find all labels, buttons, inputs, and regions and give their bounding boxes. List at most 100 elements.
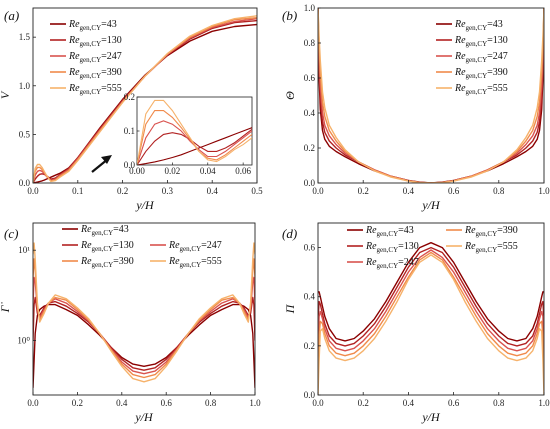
legend-subscript: gen,CY (92, 229, 114, 237)
legend-value: =390 (497, 225, 518, 236)
inset-arrow-head (101, 155, 112, 164)
panel-a-series-555 (33, 15, 257, 183)
panel-c-ticks: 0.0 0.2 0.4 0.6 0.8 1.0 10⁰ 10¹ (17, 245, 261, 408)
x-axis-label-b: y/H (421, 198, 441, 212)
legend-value: =130 (101, 35, 122, 46)
panel-label-c: (c) (4, 226, 18, 241)
legend-label-247: Regen,CY=247 (68, 51, 122, 64)
panel-a-xtick-label: 0.0 (27, 186, 39, 196)
legend-value: =247 (101, 51, 122, 62)
legend-subscript: gen,CY (466, 40, 488, 48)
legend-label-390: Regen,CY=390 (464, 225, 518, 238)
panel-d-xtick-label: 0.8 (493, 398, 505, 408)
inset-frame (136, 96, 253, 166)
panel-c-xtick-label: 0.2 (72, 398, 83, 408)
panel-c-xtick-label: 1.0 (249, 398, 261, 408)
panel-c-xtick-label: 0.0 (27, 398, 39, 408)
panel-d-series-247 (318, 249, 544, 359)
inset-ytick-label: 0.2 (124, 92, 135, 102)
panel-b-ytick-label: 0.0 (304, 178, 316, 188)
axes-frame-c (32, 222, 256, 396)
panel-d-series-390 (318, 251, 544, 383)
legend-prefix: Re (365, 257, 377, 268)
legend-label-247: Regen,CY=247 (168, 240, 222, 253)
panel-a-xtick-label: 0.2 (117, 186, 128, 196)
legend-label-130: Regen,CY=130 (80, 240, 134, 253)
panel-b-ytick-label: 1.0 (304, 3, 316, 13)
y-axis-label-a: V (0, 90, 12, 99)
inset-xtick-label: 0.06 (235, 166, 251, 176)
legend-label-130: Regen,CY=130 (365, 241, 419, 254)
panel-b-series-247 (318, 8, 544, 183)
panel-a-ytick-label: 0.5 (19, 129, 31, 139)
panel-b-series-390 (318, 8, 544, 183)
panel-b-ytick-label: 0.4 (304, 108, 316, 118)
panel-d-ytick-label: 0.0 (304, 390, 316, 400)
legend-prefix: Re (454, 67, 466, 78)
panel-d-xtick-label: 0.4 (403, 398, 415, 408)
panel-a-ytick-label: 1.0 (19, 81, 31, 91)
legend-a: Regen,CY=43Regen,CY=130Regen,CY=247Regen… (50, 19, 122, 96)
panel-d-xtick-label: 0.2 (358, 398, 369, 408)
inset-panel: 0.00 0.02 0.04 0.06 0.0 0.1 0.2 (124, 92, 253, 176)
legend-value: =555 (487, 83, 508, 94)
panel-b-ytick-label: 0.2 (304, 143, 315, 153)
legend-label-390: Regen,CY=390 (454, 67, 508, 80)
panel-c-xtick-label: 0.8 (205, 398, 217, 408)
panel-d-xtick-label: 0.6 (448, 398, 460, 408)
legend-prefix: Re (454, 83, 466, 94)
panel-b-ytick-label: 0.8 (304, 38, 316, 48)
panel-d: (d) y/H Π (282, 226, 544, 424)
legend-label-43: Regen,CY=43 (454, 19, 503, 32)
panel-b-xtick-label: 0.0 (312, 186, 324, 196)
legend-prefix: Re (68, 19, 80, 30)
legend-label-247: Regen,CY=247 (365, 257, 419, 270)
series-group-a (33, 15, 257, 183)
legend-prefix: Re (454, 19, 466, 30)
panel-d-ytick-label: 0.4 (304, 292, 316, 302)
legend-value: =130 (487, 35, 508, 46)
legend-value: =247 (398, 257, 419, 268)
legend-prefix: Re (80, 224, 92, 235)
legend-prefix: Re (68, 67, 80, 78)
legend-label-247: Regen,CY=247 (454, 51, 508, 64)
legend-subscript: gen,CY (92, 245, 114, 253)
axes-frame-d (317, 222, 545, 396)
legend-subscript: gen,CY (377, 246, 399, 254)
panel-a-xtick-label: 0.4 (207, 186, 219, 196)
panel-b-xtick-label: 1.0 (538, 186, 550, 196)
legend-value: =555 (101, 83, 122, 94)
legend-subscript: gen,CY (466, 56, 488, 64)
series-group-c (33, 242, 255, 388)
panel-c-xtick-label: 0.6 (161, 398, 173, 408)
panel-b-series-555 (318, 8, 544, 183)
legend-subscript: gen,CY (466, 88, 488, 96)
inset-arrow (91, 155, 112, 173)
inset-xtick-label: 0.04 (200, 166, 216, 176)
panel-b: (b) y/H Θ (282, 8, 544, 212)
legend-value: =247 (201, 240, 222, 251)
legend-subscript: gen,CY (180, 245, 202, 253)
panel-d-ticks: 0.0 0.2 0.4 0.6 0.8 1.0 0.0 0.2 0.4 0.6 (304, 243, 550, 408)
legend-value: =390 (101, 67, 122, 78)
legend-prefix: Re (454, 51, 466, 62)
legend-value: =130 (113, 240, 134, 251)
y-axis-label-c: Γ̇ (0, 302, 12, 314)
inset-ytick-label: 0.0 (124, 160, 136, 170)
panel-a-xtick-label: 0.1 (72, 186, 83, 196)
panel-d-series-130 (318, 246, 544, 347)
panel-a-series-43 (33, 23, 257, 183)
panel-b-xtick-label: 0.4 (403, 186, 415, 196)
panel-b-ticks: 0.0 0.2 0.4 0.6 0.8 1.0 0.0 0.2 0.4 0.6 0.8 1.0 (304, 3, 550, 196)
legend-prefix: Re (80, 240, 92, 251)
legend-subscript: gen,CY (80, 24, 102, 32)
x-axis-label-d: y/H (421, 410, 441, 424)
panel-c-series-390 (33, 258, 255, 379)
legend-prefix: Re (68, 83, 80, 94)
panel-d-ytick-label: 0.6 (304, 243, 316, 253)
legend-label-130: Regen,CY=130 (68, 35, 122, 48)
inset-xtick-label: 0.00 (129, 166, 145, 176)
panel-c-series-43 (33, 303, 255, 388)
x-axis-label-a: y/H (135, 198, 155, 212)
